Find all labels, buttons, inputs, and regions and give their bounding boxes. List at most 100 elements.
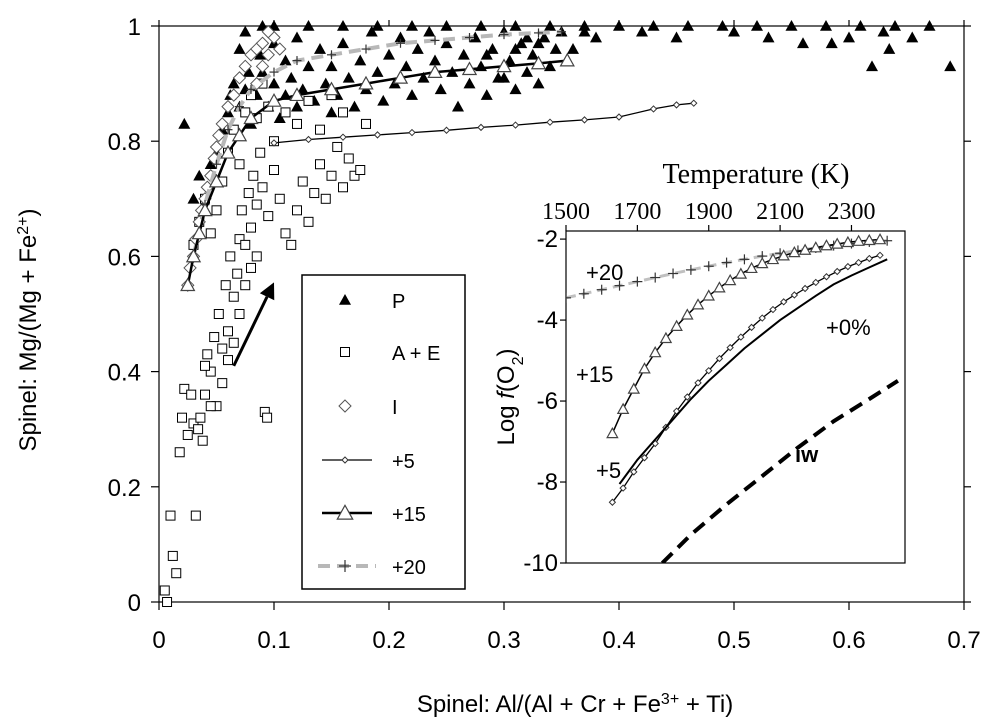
plus20-point: [327, 50, 336, 60]
plus20-point: [499, 30, 509, 40]
inset-plus5-point: [790, 291, 799, 299]
ae-point: [255, 147, 266, 158]
inset-plus5-point: [854, 258, 863, 267]
plus5-point: [511, 121, 520, 129]
p-point: [751, 20, 763, 31]
ae-point: [338, 107, 348, 118]
inset-y-title-p1: Log: [493, 399, 520, 446]
legend-swatch: [340, 347, 350, 357]
inset-plus5-point: [801, 284, 809, 293]
inset-plus15-point: [830, 237, 844, 249]
legend-swatch: [339, 294, 351, 305]
y-axis-title-sup: 2+: [15, 217, 32, 235]
inset-plus15-point: [820, 239, 833, 251]
p-point: [423, 25, 436, 37]
ae-point: [217, 378, 228, 389]
p-point: [406, 89, 418, 100]
ae-point: [162, 597, 173, 607]
p-point: [866, 60, 878, 72]
i-point: [215, 117, 229, 131]
ae-point: [262, 412, 273, 423]
i-point: [221, 99, 235, 114]
plus20-point: [361, 44, 371, 54]
ae-point: [177, 412, 187, 423]
plus15-point: [323, 81, 340, 96]
ae-point: [165, 510, 176, 521]
p-point: [509, 43, 522, 54]
p-point: [728, 25, 740, 37]
ae-point: [240, 107, 251, 118]
p-point: [371, 20, 384, 31]
ae-point: [243, 188, 254, 199]
p-point: [268, 77, 280, 89]
inset-plus15-point: [766, 252, 780, 265]
inset-iw-line: [660, 379, 899, 563]
plus5-point: [339, 133, 347, 141]
inset-plus15-point: [852, 234, 865, 246]
ae-point: [225, 251, 236, 262]
inset-plus5-point: [715, 354, 724, 363]
plus5-point: [442, 126, 451, 134]
p-point: [273, 112, 286, 123]
legend-items: P A + E I +5 +15 +20: [318, 291, 440, 579]
ae-point: [171, 568, 182, 579]
p-point: [325, 60, 338, 72]
ae-point: [234, 234, 245, 245]
plus15-point: [496, 58, 512, 73]
p-point: [348, 100, 361, 112]
y-axis-title: Spinel: Mg/(Mg + Fe2+): [15, 209, 43, 452]
inset-plus5-point: [630, 468, 638, 476]
inset-series-group: [566, 233, 899, 563]
x-tick-label: 0.1: [257, 627, 290, 654]
p-point: [394, 31, 407, 43]
inset-series-label: +15: [576, 362, 613, 387]
ae-point: [326, 170, 337, 181]
main-tick-labels: 0 0.1 0.2 0.3 0.4 0.5 0.6 0.7 0 0.2 0.4 0.6 0.8 1: [108, 14, 981, 654]
inset-y-title-f: f: [493, 390, 520, 399]
p-point: [325, 106, 338, 118]
trend-arrow-head: [259, 282, 275, 301]
ae-point: [223, 355, 233, 366]
ae-point: [297, 176, 308, 187]
p-point: [636, 25, 648, 37]
inset-x-tick-label: 1700: [613, 199, 661, 225]
plus20-point: [223, 125, 233, 135]
inset-plus15-point: [659, 331, 673, 344]
plus15-point: [231, 127, 248, 142]
i-point: [232, 71, 247, 85]
i-point: [255, 36, 270, 50]
inset-chart: 1500 1700 1900 2100 2300 -2 -4 -6 -8 -10 Temperat…: [493, 159, 906, 577]
plus15-point: [180, 277, 196, 292]
inset-plus15-point: [606, 426, 619, 439]
inset-plus15-point: [788, 245, 801, 258]
legend-label: P: [392, 291, 405, 313]
inset-plus5-point: [779, 298, 788, 306]
y-tick-label: 0.4: [108, 360, 141, 387]
inset-tick-labels: 1500 1700 1900 2100 2300 -2 -4 -6 -8 -10: [523, 199, 875, 577]
plus15-point: [358, 75, 374, 90]
ae-point: [240, 280, 251, 291]
ae-point: [274, 193, 285, 204]
p-point: [452, 100, 464, 112]
ae-point: [179, 383, 190, 394]
plus5-point: [672, 101, 681, 109]
p-point: [233, 43, 246, 54]
ae-point: [186, 389, 197, 400]
plus20-point: [269, 67, 279, 77]
plus15-point: [559, 52, 575, 67]
legend-label: +5: [392, 451, 415, 473]
inset-plus15-point: [809, 241, 823, 253]
x-tick-label: 0: [152, 627, 165, 654]
x-tick-label: 0.4: [602, 627, 635, 654]
inset-plus5-point: [758, 314, 766, 322]
legend-label: +20: [392, 557, 426, 579]
plus5-point: [649, 105, 658, 113]
p-point: [417, 71, 430, 83]
ae-point: [234, 309, 245, 319]
ae-point: [217, 343, 228, 354]
p-point: [670, 31, 683, 43]
ae-point: [246, 222, 256, 233]
p-point: [400, 60, 413, 72]
legend-label: +15: [392, 504, 426, 526]
inset-plus15-point: [638, 362, 651, 374]
